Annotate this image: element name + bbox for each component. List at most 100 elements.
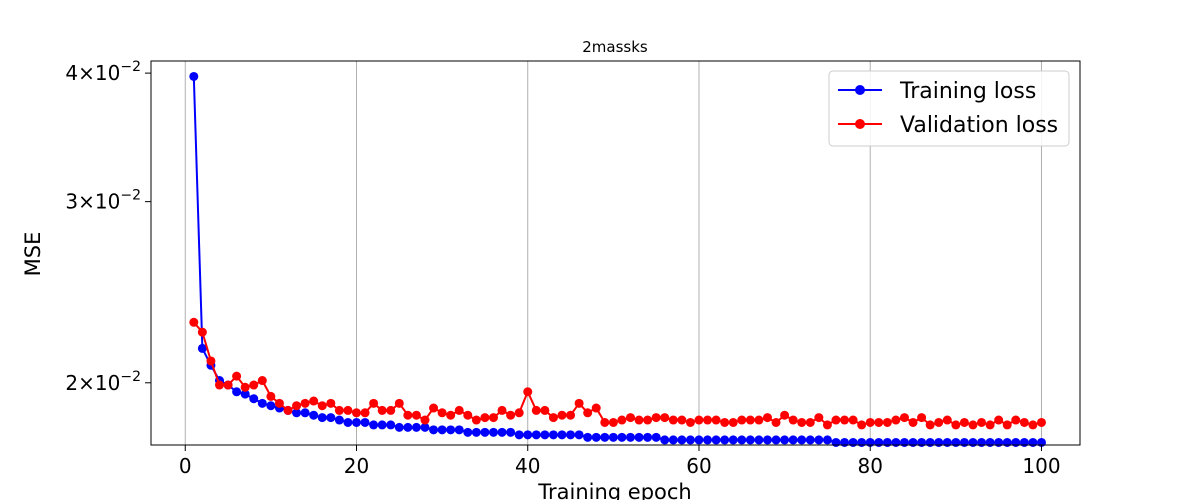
data-point-training xyxy=(617,432,627,442)
data-point-validation xyxy=(446,410,456,420)
legend-label-training: Training loss xyxy=(899,79,1036,104)
data-point-validation xyxy=(668,415,678,425)
data-point-validation xyxy=(797,417,807,427)
data-point-validation xyxy=(583,408,593,418)
data-point-validation xyxy=(471,415,481,425)
data-point-validation xyxy=(625,413,635,423)
data-point-validation xyxy=(215,380,224,390)
data-point-training xyxy=(403,422,413,432)
data-point-training xyxy=(831,437,841,447)
data-point-validation xyxy=(540,405,550,415)
data-point-validation xyxy=(249,380,259,390)
data-point-training xyxy=(882,437,892,447)
data-point-training xyxy=(386,420,396,430)
data-point-validation xyxy=(660,413,670,423)
data-point-training xyxy=(951,437,961,447)
x-tick-label: 40 xyxy=(515,454,540,478)
data-point-validation xyxy=(882,417,892,427)
data-point-training xyxy=(703,435,713,445)
data-point-training xyxy=(762,435,772,445)
x-tick-label: 60 xyxy=(686,454,711,478)
data-point-training xyxy=(548,430,558,440)
data-point-validation xyxy=(908,417,918,427)
data-point-validation xyxy=(703,415,713,425)
data-point-training xyxy=(1011,437,1021,447)
data-point-validation xyxy=(557,410,567,420)
data-point-validation xyxy=(309,396,319,406)
data-point-validation xyxy=(651,413,661,423)
data-point-validation xyxy=(677,415,687,425)
data-point-training xyxy=(668,435,678,445)
data-point-validation xyxy=(420,415,430,425)
data-point-training xyxy=(857,437,867,447)
data-point-validation xyxy=(429,403,439,413)
data-point-validation xyxy=(411,410,421,420)
legend-box xyxy=(828,70,1070,147)
data-point-validation xyxy=(728,417,738,427)
data-point-training xyxy=(959,437,969,447)
data-point-training xyxy=(814,435,824,445)
data-point-training xyxy=(249,394,259,404)
data-point-training xyxy=(908,437,918,447)
data-point-training xyxy=(694,435,704,445)
data-point-validation xyxy=(386,405,396,415)
data-point-validation xyxy=(805,417,815,427)
data-point-validation xyxy=(925,420,935,430)
data-point-training xyxy=(899,437,909,447)
data-point-training xyxy=(1028,437,1038,447)
data-point-validation xyxy=(711,415,721,425)
data-point-training xyxy=(429,425,439,435)
data-point-training xyxy=(232,387,242,397)
data-point-training xyxy=(454,425,464,435)
data-point-training xyxy=(189,71,199,81)
data-point-training xyxy=(351,417,361,427)
x-axis-label: Training epoch xyxy=(537,480,692,500)
data-point-training xyxy=(583,432,593,442)
data-point-training xyxy=(488,427,498,437)
y-tick-label: 3×10−2 xyxy=(65,188,141,214)
data-point-training xyxy=(994,437,1004,447)
data-point-validation xyxy=(523,387,533,397)
data-point-training xyxy=(420,422,430,432)
data-point-training xyxy=(437,425,447,435)
data-point-training xyxy=(942,437,952,447)
data-point-training xyxy=(728,435,738,445)
data-point-validation xyxy=(788,415,798,425)
data-point-validation xyxy=(240,382,250,392)
data-point-validation xyxy=(840,415,850,425)
data-point-training xyxy=(874,437,884,447)
data-point-validation xyxy=(454,405,464,415)
data-point-validation xyxy=(831,415,841,425)
data-point-training xyxy=(780,435,790,445)
data-point-training xyxy=(591,432,601,442)
data-point-validation xyxy=(754,415,764,425)
data-point-training xyxy=(685,435,695,445)
data-point-training xyxy=(651,432,661,442)
data-point-training xyxy=(334,415,344,425)
data-point-training xyxy=(497,427,507,437)
data-point-validation xyxy=(292,401,302,411)
y-tick-label: 2×10−2 xyxy=(65,369,141,395)
data-point-validation xyxy=(437,408,447,418)
data-point-validation xyxy=(771,417,781,427)
data-point-training xyxy=(788,435,798,445)
data-point-training xyxy=(608,432,618,442)
data-point-training xyxy=(822,435,832,445)
data-point-validation xyxy=(300,398,310,408)
data-point-validation xyxy=(223,380,233,390)
data-point-training xyxy=(737,435,747,445)
data-point-validation xyxy=(1019,417,1029,427)
data-point-validation xyxy=(206,356,216,366)
data-point-training xyxy=(514,430,524,440)
data-point-training xyxy=(197,343,207,353)
data-point-training xyxy=(840,437,850,447)
data-point-training xyxy=(934,437,944,447)
data-point-training xyxy=(531,430,541,440)
data-point-validation xyxy=(232,371,242,381)
data-point-training xyxy=(891,437,901,447)
data-point-validation xyxy=(1028,420,1038,430)
data-point-validation xyxy=(531,405,541,415)
x-tick-label: 20 xyxy=(344,454,369,478)
data-point-training xyxy=(360,417,370,427)
